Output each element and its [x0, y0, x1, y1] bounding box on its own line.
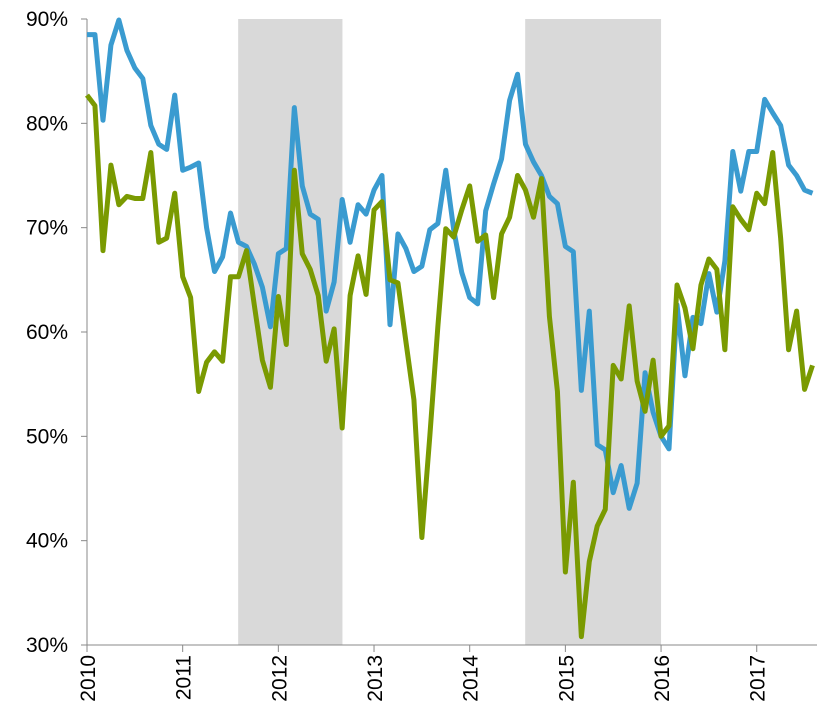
- shaded-region: [238, 19, 343, 645]
- y-tick-label: 80%: [26, 112, 68, 135]
- x-tick-label: 2016: [651, 655, 674, 702]
- y-tick-label: 40%: [26, 530, 68, 553]
- y-tick-label: 30%: [26, 634, 68, 657]
- x-tick-label: 2013: [364, 655, 387, 702]
- x-tick-label: 2012: [268, 655, 291, 702]
- y-tick-label: 70%: [26, 217, 68, 240]
- x-tick-label: 2017: [747, 655, 770, 702]
- y-tick-label: 90%: [26, 8, 68, 31]
- y-tick-label: 50%: [26, 425, 68, 448]
- line-series: [87, 17, 814, 511]
- x-tick-label: 2015: [555, 655, 578, 702]
- x-tick-label: 2011: [173, 655, 196, 700]
- x-tick-label: 2014: [460, 655, 483, 702]
- line-series: [85, 93, 815, 640]
- y-tick-label: 60%: [26, 321, 68, 344]
- x-tick-label: 2010: [77, 655, 100, 702]
